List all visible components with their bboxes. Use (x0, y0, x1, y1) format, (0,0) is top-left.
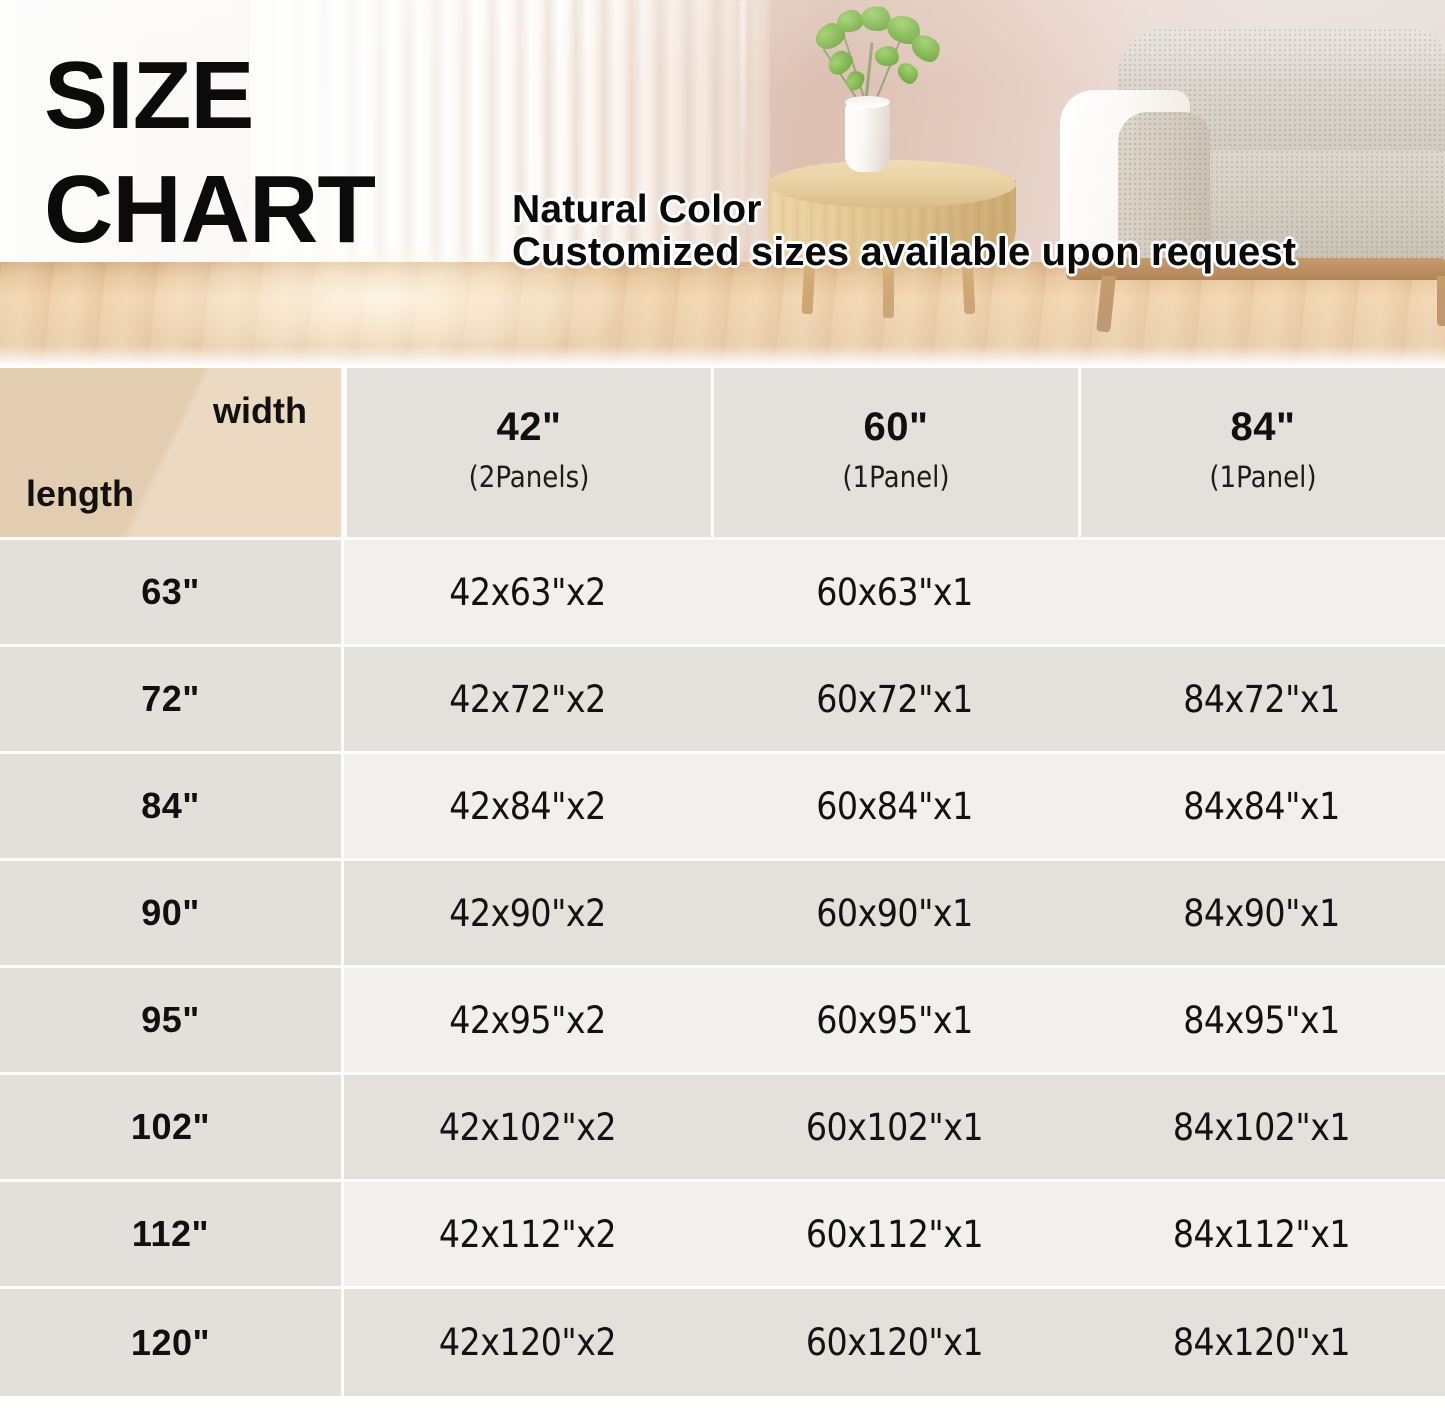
table-cell: 42x84"x2 (344, 754, 711, 861)
table-cell: 60x63"x1 (711, 540, 1078, 647)
header-size-84: 84" (1230, 405, 1296, 449)
banner-title: SIZE CHART (44, 42, 376, 264)
table-leg (883, 262, 894, 318)
table-cell: 60x84"x1 (711, 754, 1078, 861)
banner: SIZE CHART Natural Color Customized size… (0, 0, 1445, 368)
table-row: 84" 42x84"x2 60x84"x1 84x84"x1 (0, 754, 1445, 861)
table-cell: 42x72"x2 (344, 647, 711, 754)
header-column-60: 60" (1Panel) (711, 368, 1078, 540)
curtain-left-fade (0, 0, 300, 294)
banner-bottom-fade (0, 346, 1445, 368)
table-cell: 42x120"x2 (344, 1289, 711, 1396)
row-length-label: 84" (0, 754, 344, 861)
header-column-84: 84" (1Panel) (1078, 368, 1445, 540)
table-cell: 84x120"x1 (1078, 1289, 1445, 1396)
header-corner-cell: width length (0, 368, 344, 540)
sofa-wood-base (1066, 258, 1445, 280)
table-cell: 60x90"x1 (711, 861, 1078, 968)
header-size-60: 60" (863, 405, 929, 449)
table-top (768, 160, 1016, 208)
header-size-42: 42" (496, 405, 562, 449)
table-cell: 60x120"x1 (711, 1289, 1078, 1396)
table-cell: 42x63"x2 (344, 540, 711, 647)
table-cell: 84x84"x1 (1078, 754, 1445, 861)
row-length-label: 112" (0, 1182, 344, 1289)
subtitle-natural-color: Natural Color (512, 188, 762, 231)
table-body: 63" 42x63"x2 60x63"x1 72" 42x72"x2 60x72… (0, 540, 1445, 1396)
vase-mouth (845, 96, 890, 108)
corner-width-label: width (213, 390, 307, 431)
table-row: 63" 42x63"x2 60x63"x1 (0, 540, 1445, 647)
table-cell: 60x72"x1 (711, 647, 1078, 754)
sheer-curtain (250, 0, 770, 294)
table-row: 120" 42x120"x2 60x120"x1 84x120"x1 (0, 1289, 1445, 1396)
row-length-label: 90" (0, 861, 344, 968)
table-cell (1078, 540, 1445, 647)
row-length-label: 63" (0, 540, 344, 647)
title-line-chart: CHART (44, 156, 376, 264)
table-header: width length 42" (2Panels) 60" (1Panel) … (0, 368, 1445, 540)
table-cell: 84x72"x1 (1078, 647, 1445, 754)
header-panels-84: (1Panel) (1209, 460, 1317, 494)
header-panels-42: (2Panels) (468, 460, 590, 494)
row-length-label: 102" (0, 1075, 344, 1182)
table-cell: 84x95"x1 (1078, 968, 1445, 1075)
white-vase (845, 100, 890, 172)
wall-edge (740, 0, 746, 250)
table-row: 102" 42x102"x2 60x102"x1 84x102"x1 (0, 1075, 1445, 1182)
size-chart-table: width length 42" (2Panels) 60" (1Panel) … (0, 368, 1445, 1396)
table-cell: 42x102"x2 (344, 1075, 711, 1182)
table-cell: 60x112"x1 (711, 1182, 1078, 1289)
table-row: 112" 42x112"x2 60x112"x1 84x112"x1 (0, 1182, 1445, 1289)
sofa-armrest (1118, 112, 1210, 272)
table-row: 72" 42x72"x2 60x72"x1 84x72"x1 (0, 647, 1445, 754)
table-cell: 60x95"x1 (711, 968, 1078, 1075)
corner-length-label: length (26, 473, 134, 514)
table-header-row: width length 42" (2Panels) 60" (1Panel) … (0, 368, 1445, 540)
table-cell: 84x102"x1 (1078, 1075, 1445, 1182)
banner-subtitle: Natural Color Customized sizes available… (512, 190, 1296, 273)
table-row: 90" 42x90"x2 60x90"x1 84x90"x1 (0, 861, 1445, 968)
header-column-42: 42" (2Panels) (344, 368, 711, 540)
row-length-label: 120" (0, 1289, 344, 1396)
sofa-seat (1190, 150, 1445, 268)
row-length-label: 95" (0, 968, 344, 1075)
table-cell: 84x112"x1 (1078, 1182, 1445, 1289)
title-line-size: SIZE (44, 42, 254, 149)
photo-lighting-overlay (0, 0, 1445, 368)
table-cell: 60x102"x1 (711, 1075, 1078, 1182)
table-cell: 42x112"x2 (344, 1182, 711, 1289)
row-length-label: 72" (0, 647, 344, 754)
header-panels-60: (1Panel) (842, 460, 950, 494)
banner-scene-image (0, 0, 1445, 368)
table-row: 95" 42x95"x2 60x95"x1 84x95"x1 (0, 968, 1445, 1075)
table-cell: 84x90"x1 (1078, 861, 1445, 968)
sofa-leg (1437, 276, 1445, 326)
table-cell: 42x95"x2 (344, 968, 711, 1075)
table-cell: 42x90"x2 (344, 861, 711, 968)
subtitle-customized-sizes: Customized sizes available upon request (512, 229, 1297, 274)
